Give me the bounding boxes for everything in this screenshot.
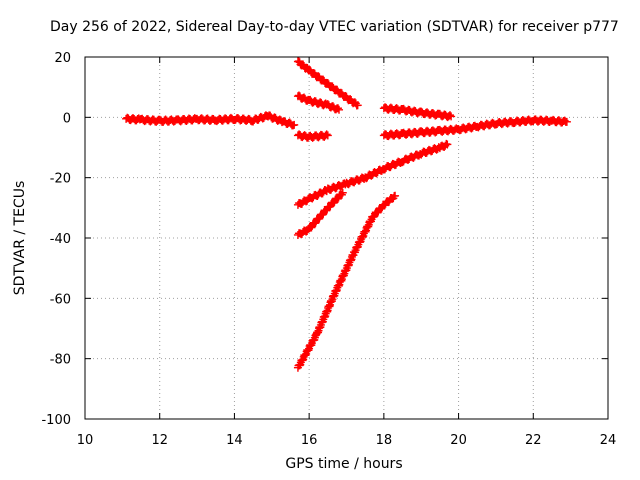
y-tick-label: -20 bbox=[50, 172, 71, 187]
data-point bbox=[319, 75, 328, 84]
data-series bbox=[379, 103, 456, 122]
data-point bbox=[333, 194, 342, 203]
y-tick-label: 20 bbox=[54, 51, 71, 66]
data-point bbox=[391, 191, 400, 200]
data-point bbox=[334, 104, 343, 113]
data-point bbox=[290, 120, 299, 129]
data-point bbox=[307, 223, 316, 232]
data-series bbox=[293, 188, 347, 239]
x-tick-label: 24 bbox=[600, 433, 617, 448]
data-point bbox=[335, 105, 344, 114]
data-point bbox=[299, 60, 308, 69]
data-point bbox=[445, 111, 454, 120]
x-axis-label: GPS time / hours bbox=[285, 456, 403, 472]
y-tick-label: -40 bbox=[50, 232, 71, 247]
data-point bbox=[353, 101, 362, 110]
y-tick-label: -80 bbox=[50, 353, 71, 368]
grid-lines bbox=[85, 57, 608, 419]
x-tick-label: 20 bbox=[450, 433, 467, 448]
data-point bbox=[294, 57, 303, 66]
data-point bbox=[329, 199, 338, 208]
y-tick-label: 0 bbox=[63, 111, 71, 126]
y-tick-label: -100 bbox=[41, 413, 71, 428]
data-point bbox=[322, 130, 331, 139]
data-series bbox=[293, 57, 362, 110]
data-point bbox=[373, 208, 382, 217]
data-point bbox=[323, 78, 332, 87]
data-point bbox=[338, 188, 347, 197]
x-tick-label: 14 bbox=[226, 433, 243, 448]
data-point bbox=[443, 140, 452, 149]
x-tick-label: 22 bbox=[525, 433, 542, 448]
data-point bbox=[311, 219, 320, 228]
x-tick-label: 10 bbox=[77, 433, 94, 448]
x-tick-label: 18 bbox=[376, 433, 393, 448]
data-series bbox=[293, 139, 452, 209]
data-point bbox=[562, 117, 571, 126]
x-tick-label: 16 bbox=[301, 433, 318, 448]
data-series bbox=[293, 91, 344, 114]
data-points bbox=[122, 57, 571, 372]
data-series bbox=[122, 111, 299, 130]
chart-title: Day 256 of 2022, Sidereal Day-to-day VTE… bbox=[50, 19, 619, 35]
data-series bbox=[379, 115, 571, 141]
data-point bbox=[447, 112, 456, 121]
data-series bbox=[293, 191, 400, 372]
data-point bbox=[323, 131, 332, 140]
axis-ticks: 10 12 14 16 18 20 22 24 -100 -80 -60 -40 -20 0 20 bbox=[41, 51, 616, 448]
y-tick-label: -60 bbox=[50, 292, 71, 307]
x-tick-label: 12 bbox=[151, 433, 168, 448]
data-series bbox=[293, 130, 332, 142]
